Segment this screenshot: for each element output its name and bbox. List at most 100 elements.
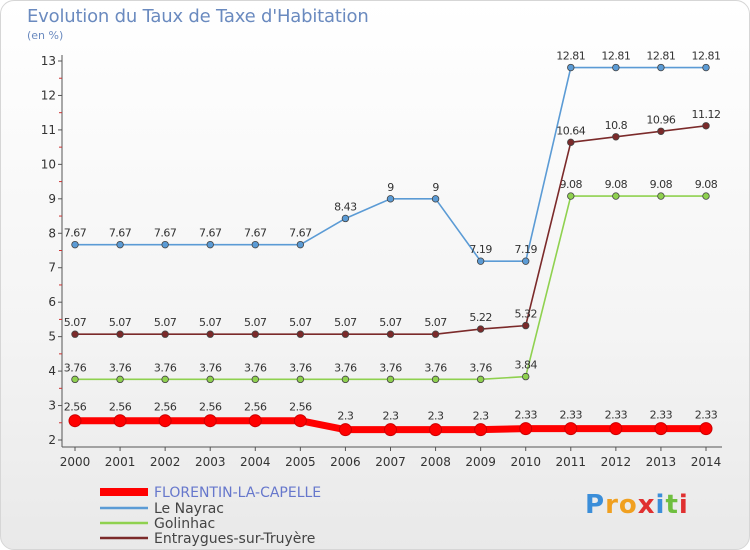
data-label: 2.3: [428, 410, 444, 423]
data-label: 2.56: [289, 401, 312, 414]
data-label: 5.07: [424, 316, 447, 329]
data-label: 9: [387, 181, 394, 194]
data-label: 10.96: [646, 113, 675, 126]
x-tick-label: 2001: [105, 455, 136, 469]
data-label: 2.3: [383, 410, 399, 423]
data-label: 5.07: [289, 316, 312, 329]
data-label: 7.67: [289, 227, 312, 240]
data-point: [341, 375, 350, 384]
data-label: 2.56: [109, 401, 132, 414]
data-point: [702, 122, 710, 130]
data-point: [384, 423, 397, 437]
x-tick-label: 2009: [465, 455, 496, 469]
data-point: [248, 414, 262, 428]
data-label: 10.8: [605, 119, 628, 132]
data-point: [386, 195, 395, 203]
data-label: 5.22: [469, 311, 492, 324]
data-label: 7.67: [64, 227, 87, 240]
logo-letter: i: [678, 490, 689, 520]
series-line: [75, 195, 706, 381]
data-point: [296, 240, 305, 249]
data-label: 3.76: [199, 361, 222, 374]
data-point: [341, 214, 350, 223]
x-tick-label: 2010: [510, 455, 541, 469]
data-label: 3.76: [109, 361, 132, 374]
data-label: 5.07: [64, 316, 87, 329]
data-label: 5.07: [244, 316, 267, 329]
y-tick-label: 11: [41, 123, 56, 137]
y-tick-label: 13: [41, 54, 56, 68]
x-tick-label: 2007: [375, 455, 406, 469]
data-label: 2.3: [473, 410, 489, 423]
data-point: [522, 372, 530, 381]
x-tick-label: 2008: [420, 455, 451, 469]
data-label: 12.81: [601, 50, 630, 63]
legend-label: Golinhac: [154, 516, 215, 532]
data-point: [429, 423, 443, 437]
x-tick-label: 2006: [330, 455, 361, 469]
data-point: [564, 422, 578, 436]
data-label: 3.84: [514, 359, 537, 372]
data-point: [657, 63, 665, 72]
data-label: 2.33: [605, 409, 628, 422]
data-label: 12.81: [556, 50, 585, 63]
data-point: [116, 375, 124, 384]
data-point: [338, 423, 352, 437]
data-label: 2.33: [695, 409, 718, 422]
data-point: [251, 330, 259, 338]
data-point: [431, 195, 440, 203]
data-point: [161, 375, 169, 384]
data-point: [113, 414, 127, 428]
data-point: [612, 192, 620, 200]
data-point: [657, 127, 665, 135]
data-label: 3.76: [424, 361, 447, 374]
data-point: [657, 192, 665, 200]
y-tick-label: 7: [48, 261, 56, 275]
data-label: 9.08: [650, 178, 673, 191]
legend-label: Le Nayrac: [154, 501, 224, 517]
data-label: 3.76: [379, 361, 402, 374]
data-label: 3.76: [289, 361, 312, 374]
y-tick-label: 3: [48, 399, 56, 413]
data-point: [474, 423, 488, 437]
x-tick-label: 2002: [150, 455, 181, 469]
data-point: [699, 422, 713, 436]
data-label: 5.07: [154, 316, 177, 329]
y-tick-label: 5: [48, 330, 56, 344]
chart-title: Evolution du Taux de Taxe d'Habitation: [27, 6, 369, 27]
y-tick-label: 6: [48, 295, 56, 309]
data-point: [522, 321, 530, 330]
data-label: 9: [432, 181, 439, 194]
x-tick-label: 2003: [195, 455, 226, 469]
data-point: [612, 133, 620, 141]
data-point: [71, 240, 79, 249]
data-label: 7.67: [199, 227, 222, 240]
data-label: 7.67: [244, 227, 267, 240]
x-tick-label: 2012: [601, 455, 632, 469]
data-point: [702, 192, 710, 200]
y-tick-label: 4: [48, 364, 56, 378]
y-tick-label: 12: [41, 88, 56, 102]
logo-letter: P: [585, 490, 606, 520]
data-label: 2.56: [64, 401, 87, 414]
logo-letter: o: [618, 490, 638, 520]
data-label: 9.08: [605, 178, 628, 191]
x-tick-label: 2005: [285, 455, 316, 469]
data-point: [203, 414, 217, 428]
logo-letter: x: [637, 490, 656, 520]
y-tick-label: 8: [48, 226, 56, 240]
data-label: 3.76: [469, 361, 492, 374]
data-point: [206, 375, 214, 384]
data-point: [522, 257, 530, 265]
data-label: 2.33: [514, 409, 537, 422]
data-label: 5.07: [334, 316, 357, 329]
legend-label: FLORENTIN-LA-CAPELLE: [154, 485, 321, 501]
x-tick-label: 2000: [60, 455, 91, 469]
data-point: [116, 330, 124, 338]
x-tick-label: 2011: [556, 455, 587, 469]
data-point: [567, 138, 575, 147]
data-label: 10.64: [556, 124, 585, 137]
data-label: 5.07: [379, 316, 402, 329]
data-label: 5.32: [514, 308, 537, 321]
data-point: [341, 330, 350, 338]
